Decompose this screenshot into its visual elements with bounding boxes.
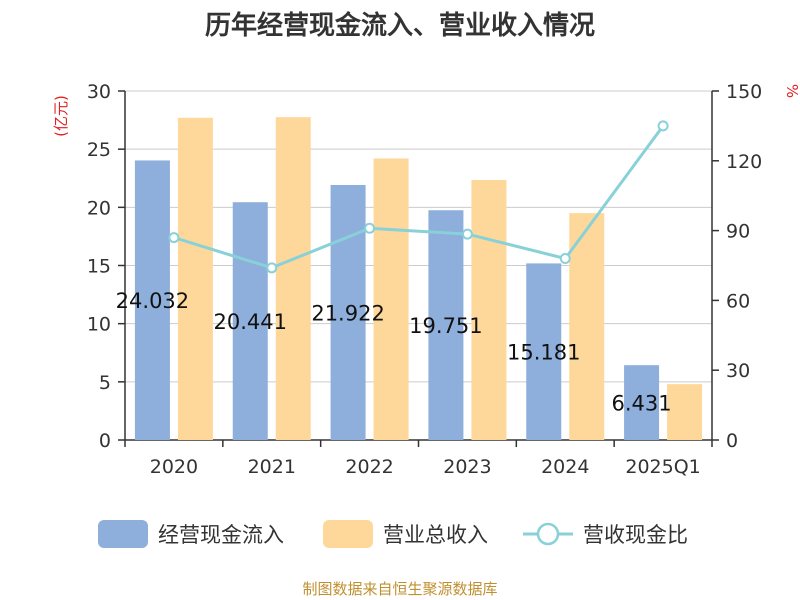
data-label: 6.431	[612, 392, 672, 416]
data-label: 20.441	[214, 310, 287, 334]
bar-revenue	[275, 117, 311, 441]
legend-label: 营业总收入	[383, 523, 488, 547]
bar-cash-inflow	[428, 210, 464, 440]
x-tick-label: 2024	[541, 456, 589, 478]
bar-cash-inflow	[624, 365, 660, 440]
ratio-point	[559, 253, 571, 265]
x-tick-label: 2020	[150, 456, 198, 478]
axes: 0 5 10 15 20 25 30 0 30 60 90 120 150 2020 2021 2022 202…	[87, 81, 762, 478]
gridlines	[125, 90, 712, 383]
chart-title: 历年经营现金流入、营业收入情况	[205, 10, 595, 41]
legend-label: 经营现金流入	[158, 523, 284, 547]
x-tick-label: 2022	[345, 456, 393, 478]
bar-revenue	[177, 117, 213, 441]
left-tick-label: 10	[87, 314, 111, 336]
ratio-point	[461, 228, 473, 240]
right-tick-label: 0	[726, 430, 738, 452]
left-tick-label: 15	[87, 256, 111, 278]
ratio-point	[657, 120, 669, 132]
ratio-line	[168, 120, 669, 274]
right-tick-label: 30	[726, 360, 750, 382]
bars	[134, 117, 703, 441]
x-tick-label: 2025Q1	[625, 456, 700, 478]
left-tick-label: 20	[87, 197, 111, 219]
ratio-point	[266, 262, 278, 274]
right-tick-label: 90	[726, 221, 750, 243]
ratio-line-path	[173, 125, 665, 270]
left-tick-label: 25	[87, 139, 111, 161]
data-label: 21.922	[311, 301, 384, 325]
legend: 经营现金流入 营业总收入 营收现金比	[98, 520, 688, 548]
bar-cash-inflow	[526, 263, 562, 440]
ratio-point	[364, 222, 376, 234]
legend-swatch	[323, 520, 373, 548]
right-axis-unit: %	[783, 84, 800, 98]
bar-revenue	[667, 384, 703, 440]
left-tick-label: 30	[87, 81, 111, 103]
x-tick-label: 2023	[443, 456, 491, 478]
left-axis-unit: (亿元)	[52, 95, 70, 137]
source-note: 制图数据来自恒生聚源数据库	[302, 580, 497, 598]
left-tick-label: 5	[99, 372, 111, 394]
bar-cash-inflow	[330, 184, 366, 440]
data-label: 15.181	[507, 341, 580, 365]
right-tick-label: 150	[726, 81, 762, 103]
data-labels: 24.032 20.441 21.922 19.751 15.181 6.431	[116, 289, 672, 415]
legend-label: 营收现金比	[583, 523, 688, 547]
bar-revenue	[569, 213, 605, 440]
data-label: 24.032	[116, 289, 189, 313]
bar-revenue	[471, 179, 507, 440]
legend-marker	[536, 522, 560, 546]
left-tick-label: 0	[99, 430, 111, 452]
data-label: 19.751	[409, 314, 482, 338]
x-tick-label: 2021	[248, 456, 296, 478]
bar-cash-inflow	[134, 160, 170, 441]
right-tick-label: 60	[726, 290, 750, 312]
right-tick-label: 120	[726, 151, 762, 173]
ratio-point	[168, 232, 180, 244]
bar-revenue	[373, 158, 409, 440]
legend-swatch	[98, 520, 148, 548]
bar-cash-inflow	[232, 202, 268, 440]
